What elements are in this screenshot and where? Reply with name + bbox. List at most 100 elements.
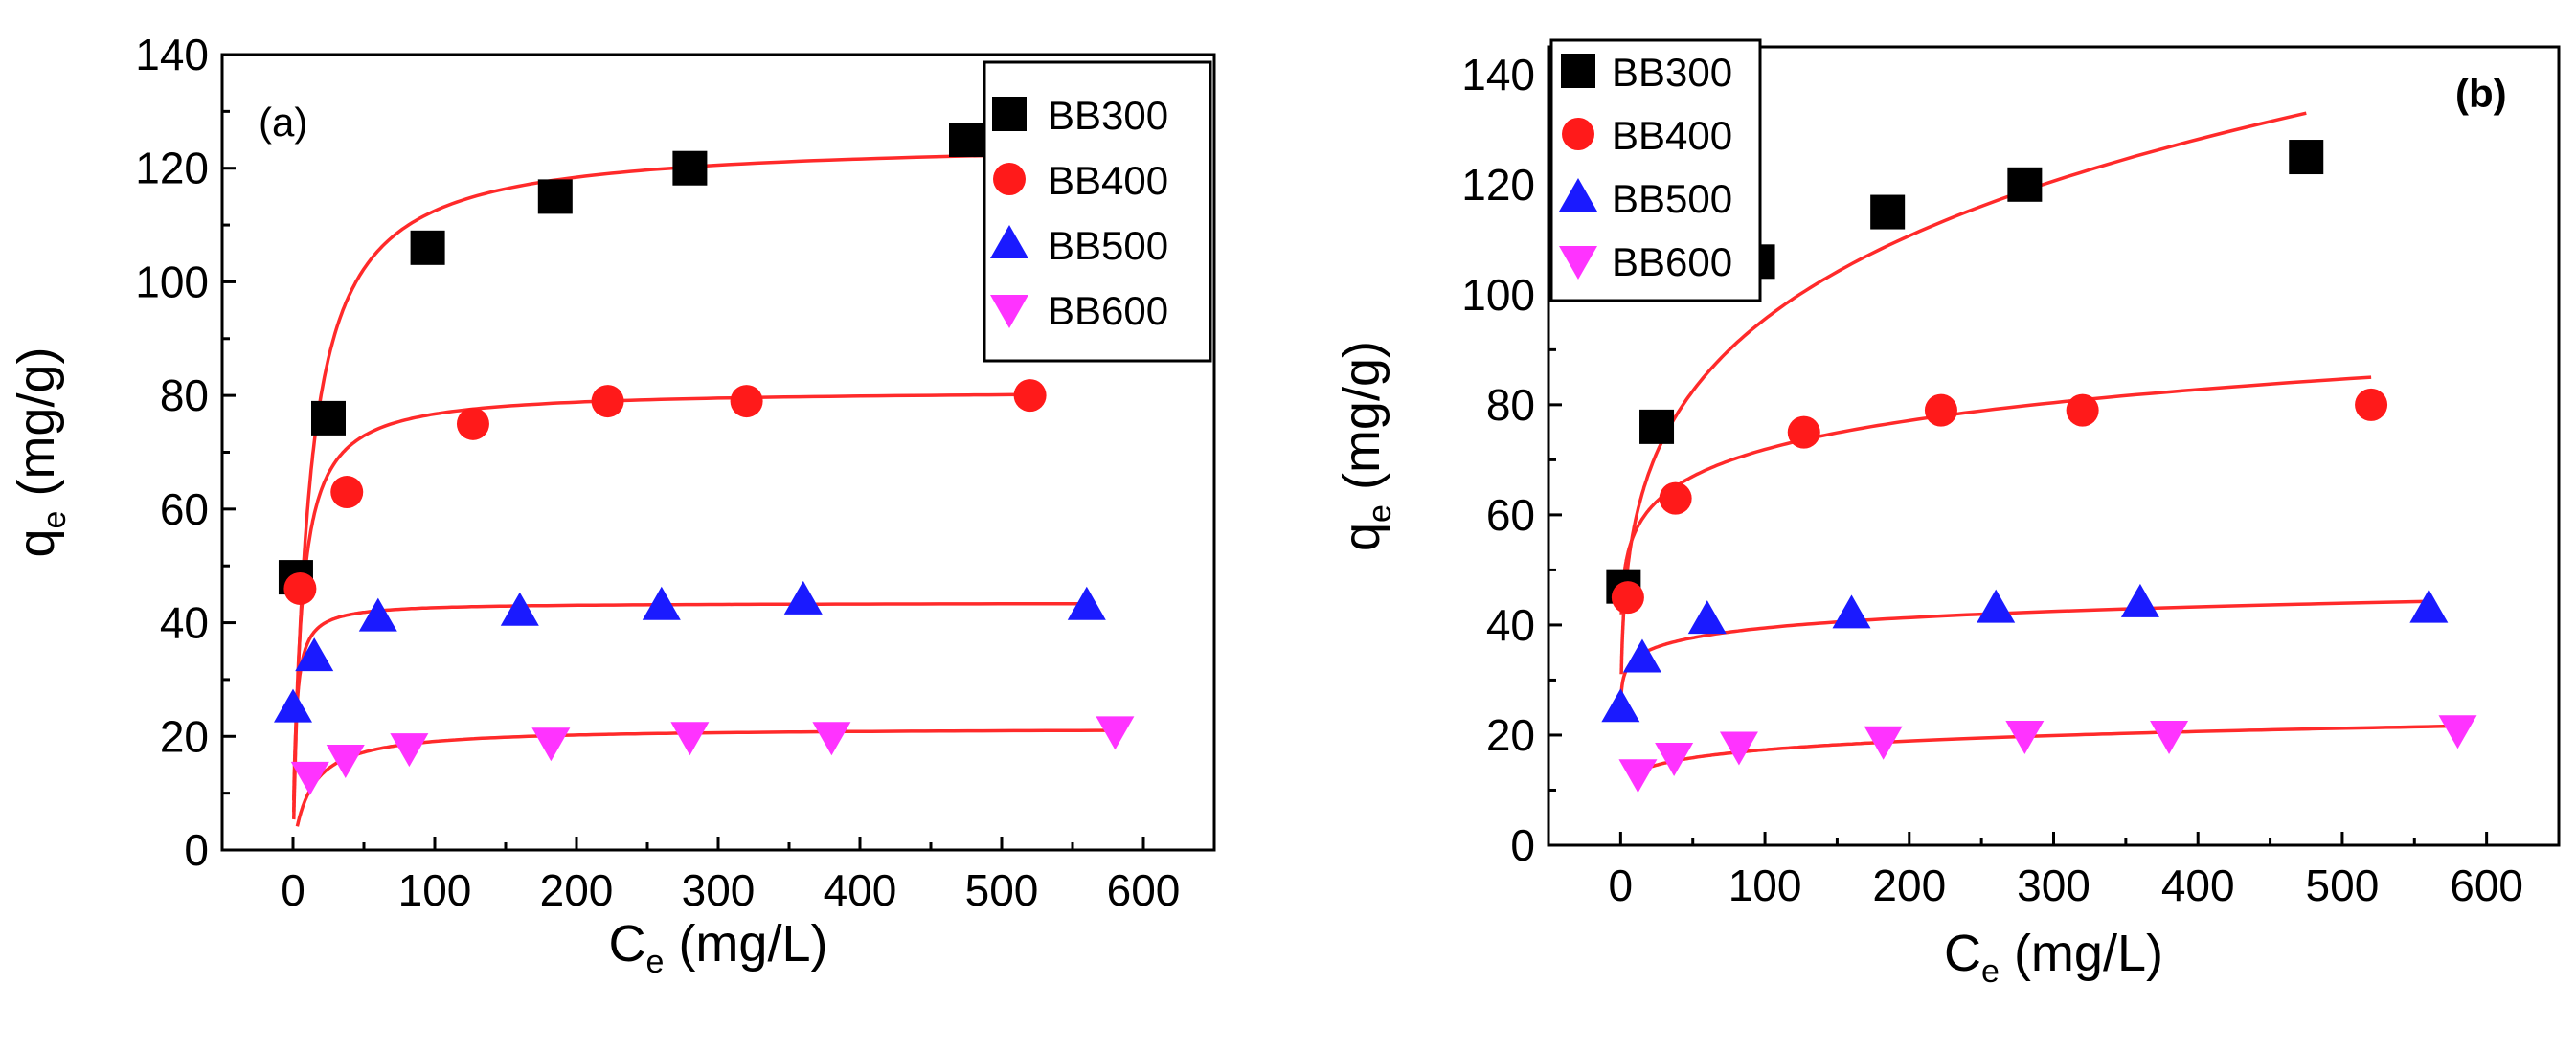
data-point bbox=[949, 123, 983, 158]
data-point bbox=[2120, 583, 2159, 617]
data-point bbox=[1977, 589, 2016, 623]
y-tick-label: 140 bbox=[135, 30, 209, 79]
fit-line bbox=[291, 152, 1030, 820]
legend-label: BB300 bbox=[1612, 50, 1732, 95]
data-point bbox=[1622, 638, 1661, 673]
data-point bbox=[537, 179, 573, 214]
x-tick-label: 100 bbox=[1729, 861, 1802, 910]
x-axis-title: Ce (mg/L) bbox=[1944, 925, 2163, 990]
x-tick-label: 300 bbox=[2017, 861, 2090, 910]
data-point bbox=[2150, 720, 2189, 754]
fit-line bbox=[1619, 375, 2372, 615]
data-point bbox=[672, 150, 708, 186]
x-tick-label: 200 bbox=[1872, 861, 1946, 910]
y-tick-label: 20 bbox=[1486, 710, 1535, 760]
data-point bbox=[410, 230, 445, 265]
data-point bbox=[1013, 379, 1047, 413]
data-point bbox=[2007, 167, 2043, 202]
data-point bbox=[274, 688, 312, 723]
y-tick-label: 0 bbox=[184, 825, 209, 875]
data-point bbox=[295, 637, 334, 672]
fit-line bbox=[1619, 599, 2429, 693]
y-tick-label: 100 bbox=[135, 257, 209, 306]
data-point bbox=[642, 586, 681, 620]
x-tick-label: 200 bbox=[540, 865, 614, 915]
data-point bbox=[1687, 600, 1727, 635]
data-point bbox=[1719, 731, 1758, 766]
data-point bbox=[1639, 409, 1675, 444]
data-point bbox=[1096, 716, 1135, 750]
x-tick-label: 400 bbox=[824, 865, 897, 915]
data-point bbox=[311, 400, 346, 436]
legend-label: BB500 bbox=[1612, 176, 1732, 221]
data-point bbox=[2438, 715, 2477, 749]
panel-label: (a) bbox=[259, 100, 307, 145]
y-tick-label: 80 bbox=[160, 370, 209, 420]
data-point bbox=[358, 597, 397, 632]
y-axis-title: qe (mg/g) bbox=[1333, 341, 1398, 551]
legend-marker bbox=[1562, 118, 1594, 150]
chart-panel-a: 0 100 200 300 400 500 600 0 20 40 60 80 100 120 140 Ce … bbox=[8, 30, 1216, 980]
data-point bbox=[1864, 726, 1903, 760]
x-tick-label: 600 bbox=[2450, 861, 2523, 910]
x-tick-label: 0 bbox=[281, 865, 305, 915]
y-tick-label: 0 bbox=[1510, 820, 1535, 870]
legend-label: BB400 bbox=[1612, 113, 1732, 158]
x-tick-label: 0 bbox=[1609, 861, 1634, 910]
data-point bbox=[2289, 140, 2324, 175]
data-point bbox=[283, 571, 317, 605]
data-point bbox=[670, 722, 710, 756]
legend-marker bbox=[1561, 54, 1595, 88]
data-point bbox=[500, 592, 539, 626]
y-tick-label: 140 bbox=[1461, 50, 1535, 100]
fit-line bbox=[291, 601, 1087, 801]
data-point bbox=[390, 733, 429, 768]
y-tick-label: 120 bbox=[135, 144, 209, 193]
legend-marker bbox=[1559, 246, 1597, 280]
legend-label: BB600 bbox=[1048, 288, 1168, 333]
y-axis-title: qe (mg/g) bbox=[8, 347, 73, 558]
x-tick-label: 100 bbox=[398, 865, 472, 915]
data-point bbox=[591, 385, 624, 418]
legend-marker bbox=[993, 163, 1026, 195]
data-point bbox=[2005, 720, 2045, 754]
x-tick-label: 500 bbox=[2306, 861, 2380, 910]
data-point bbox=[1924, 393, 1957, 427]
data-point bbox=[783, 580, 823, 615]
data-point bbox=[1832, 594, 1871, 629]
y-tick-label: 20 bbox=[160, 711, 209, 761]
y-tick-label: 80 bbox=[1486, 380, 1535, 430]
data-point bbox=[531, 727, 571, 762]
legend-label: BB400 bbox=[1048, 158, 1168, 203]
data-point bbox=[1870, 194, 1906, 230]
x-tick-label: 400 bbox=[2161, 861, 2235, 910]
y-tick-label: 40 bbox=[160, 598, 209, 648]
data-point bbox=[326, 745, 365, 779]
data-point bbox=[1611, 581, 1644, 615]
y-tick-label: 60 bbox=[160, 484, 209, 534]
legend-label: BB300 bbox=[1048, 93, 1168, 138]
legend-marker bbox=[990, 295, 1028, 328]
data-point bbox=[2066, 393, 2099, 427]
x-tick-label: 600 bbox=[1107, 865, 1181, 915]
chart-panel-b: 0 100 200 300 400 500 600 0 20 40 60 80 100 120 140 Ce … bbox=[1333, 38, 2561, 990]
data-point bbox=[290, 761, 329, 795]
data-point bbox=[1067, 586, 1106, 620]
y-tick-label: 40 bbox=[1486, 600, 1535, 650]
y-tick-label: 100 bbox=[1461, 270, 1535, 320]
y-tick-label: 60 bbox=[1486, 490, 1535, 540]
y-tick-label: 120 bbox=[1461, 160, 1535, 210]
data-point bbox=[812, 722, 851, 756]
data-point bbox=[456, 407, 489, 440]
data-point bbox=[1601, 688, 1640, 723]
legend-marker bbox=[992, 97, 1027, 131]
data-point bbox=[1655, 742, 1694, 776]
legend-label: BB500 bbox=[1048, 223, 1168, 268]
legend-marker bbox=[990, 225, 1028, 258]
x-axis-title: Ce (mg/L) bbox=[609, 915, 828, 980]
panel-label: (b) bbox=[2455, 71, 2507, 116]
fit-line bbox=[1619, 111, 2307, 675]
data-point bbox=[1618, 759, 1658, 794]
data-point bbox=[330, 476, 364, 509]
